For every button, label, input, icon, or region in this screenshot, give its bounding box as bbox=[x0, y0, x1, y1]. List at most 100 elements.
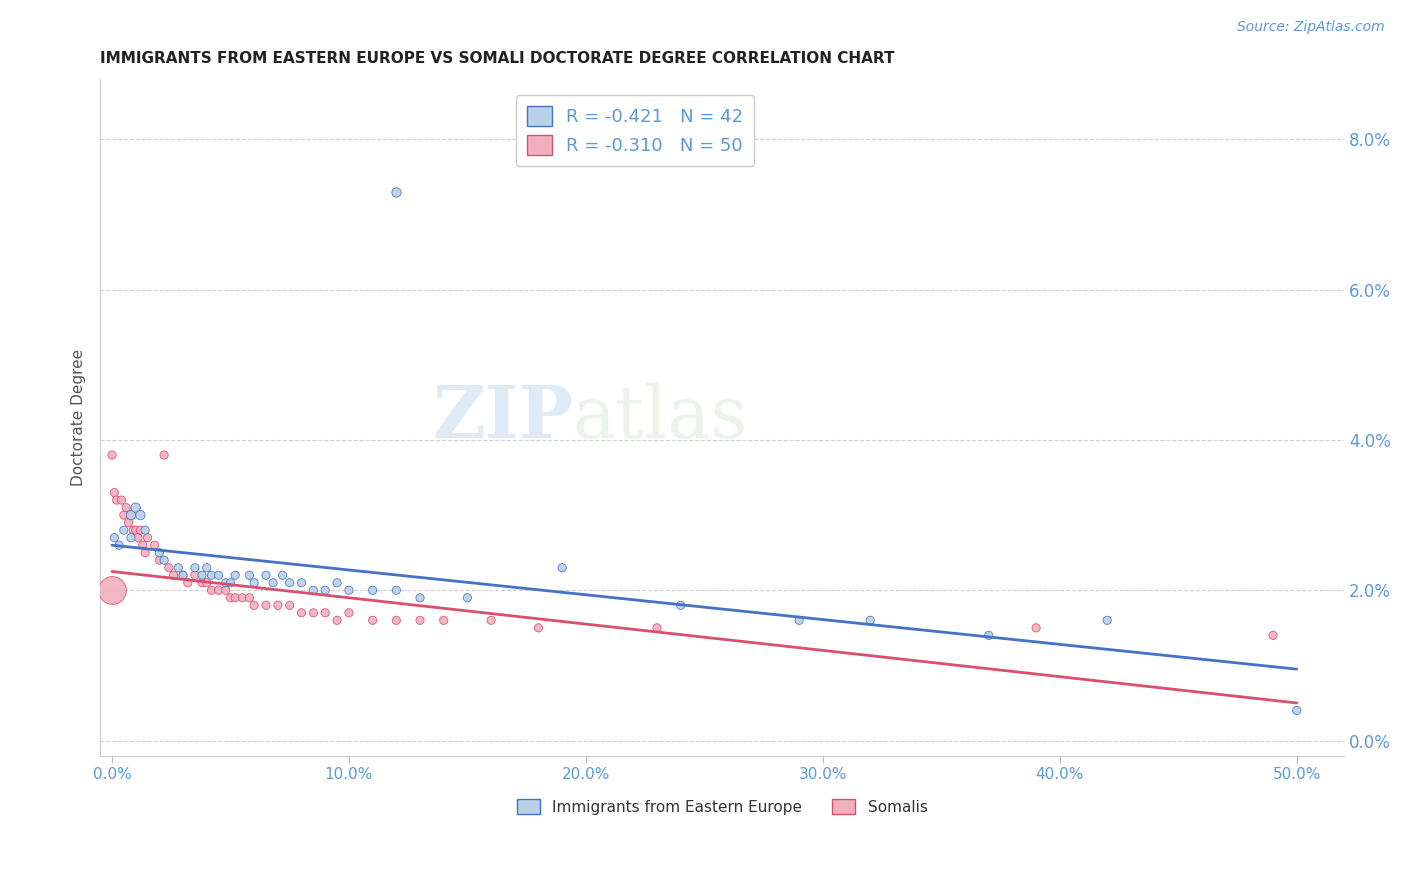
Point bbox=[337, 606, 360, 620]
Y-axis label: Doctorate Degree: Doctorate Degree bbox=[72, 349, 86, 486]
Point bbox=[859, 613, 882, 627]
Text: Source: ZipAtlas.com: Source: ZipAtlas.com bbox=[1237, 20, 1385, 34]
Point bbox=[645, 621, 668, 635]
Point bbox=[302, 583, 325, 598]
Point bbox=[433, 613, 456, 627]
Point bbox=[278, 599, 301, 613]
Point bbox=[409, 613, 432, 627]
Point bbox=[112, 523, 135, 537]
Point bbox=[167, 560, 190, 574]
Point bbox=[302, 606, 325, 620]
Point bbox=[551, 560, 574, 574]
Point bbox=[132, 538, 155, 552]
Point bbox=[120, 508, 142, 523]
Point bbox=[172, 568, 194, 582]
Point bbox=[200, 568, 222, 582]
Point bbox=[361, 583, 384, 598]
Point bbox=[290, 575, 312, 590]
Point bbox=[184, 568, 207, 582]
Point bbox=[101, 448, 124, 462]
Point bbox=[215, 583, 238, 598]
Point bbox=[120, 508, 142, 523]
Point bbox=[326, 613, 349, 627]
Point bbox=[337, 583, 360, 598]
Point bbox=[207, 583, 229, 598]
Point bbox=[105, 493, 128, 508]
Point bbox=[238, 591, 260, 605]
Text: ZIP: ZIP bbox=[432, 382, 572, 453]
Point bbox=[200, 583, 222, 598]
Point bbox=[224, 591, 246, 605]
Point bbox=[290, 606, 312, 620]
Point bbox=[385, 583, 408, 598]
Point bbox=[1261, 628, 1284, 642]
Point bbox=[207, 568, 229, 582]
Point bbox=[219, 575, 242, 590]
Point bbox=[101, 583, 124, 598]
Point bbox=[278, 575, 301, 590]
Point bbox=[1025, 621, 1047, 635]
Point bbox=[143, 538, 166, 552]
Point bbox=[254, 599, 277, 613]
Point bbox=[129, 523, 152, 537]
Point bbox=[148, 553, 170, 567]
Point bbox=[456, 591, 478, 605]
Point bbox=[184, 560, 207, 574]
Point bbox=[136, 531, 159, 545]
Point bbox=[527, 621, 550, 635]
Point bbox=[385, 185, 408, 199]
Point bbox=[243, 575, 266, 590]
Point bbox=[215, 575, 238, 590]
Point bbox=[124, 523, 146, 537]
Point bbox=[110, 493, 132, 508]
Point bbox=[262, 575, 284, 590]
Point bbox=[115, 500, 138, 515]
Point bbox=[191, 568, 214, 582]
Point bbox=[127, 531, 149, 545]
Point bbox=[787, 613, 810, 627]
Point bbox=[254, 568, 277, 582]
Point bbox=[314, 606, 336, 620]
Point bbox=[1095, 613, 1118, 627]
Point bbox=[231, 591, 253, 605]
Legend: Immigrants from Eastern Europe, Somalis: Immigrants from Eastern Europe, Somalis bbox=[509, 791, 935, 822]
Point bbox=[124, 500, 146, 515]
Point bbox=[157, 560, 180, 574]
Point bbox=[117, 516, 139, 530]
Point bbox=[977, 628, 1000, 642]
Point bbox=[314, 583, 336, 598]
Point bbox=[129, 508, 152, 523]
Point bbox=[103, 485, 125, 500]
Point bbox=[195, 575, 218, 590]
Text: IMMIGRANTS FROM EASTERN EUROPE VS SOMALI DOCTORATE DEGREE CORRELATION CHART: IMMIGRANTS FROM EASTERN EUROPE VS SOMALI… bbox=[100, 51, 894, 66]
Point bbox=[409, 591, 432, 605]
Point bbox=[103, 531, 125, 545]
Point bbox=[108, 538, 131, 552]
Point bbox=[112, 508, 135, 523]
Point bbox=[134, 523, 156, 537]
Point bbox=[153, 553, 176, 567]
Point bbox=[669, 599, 692, 613]
Point bbox=[195, 560, 218, 574]
Point bbox=[162, 568, 184, 582]
Point bbox=[1285, 704, 1308, 718]
Point bbox=[134, 546, 156, 560]
Point bbox=[177, 575, 200, 590]
Point bbox=[122, 523, 145, 537]
Point bbox=[326, 575, 349, 590]
Point bbox=[120, 531, 142, 545]
Point bbox=[191, 575, 214, 590]
Point bbox=[361, 613, 384, 627]
Text: atlas: atlas bbox=[572, 382, 748, 453]
Point bbox=[267, 599, 290, 613]
Point bbox=[224, 568, 246, 582]
Point bbox=[479, 613, 502, 627]
Point bbox=[148, 546, 170, 560]
Point bbox=[238, 568, 260, 582]
Point bbox=[385, 613, 408, 627]
Point bbox=[172, 568, 194, 582]
Point bbox=[219, 591, 242, 605]
Point bbox=[271, 568, 294, 582]
Point bbox=[153, 448, 176, 462]
Point bbox=[243, 599, 266, 613]
